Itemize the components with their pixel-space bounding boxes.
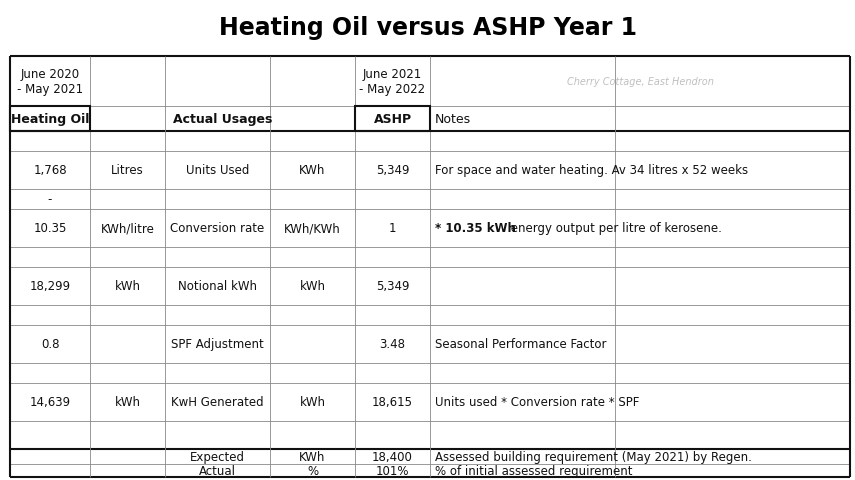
Text: Expected: Expected: [190, 450, 245, 463]
Text: * 10.35 kWh: * 10.35 kWh: [435, 222, 516, 235]
Text: kWh: kWh: [115, 396, 140, 408]
Text: For space and water heating. Av 34 litres x 52 weeks: For space and water heating. Av 34 litre…: [435, 164, 748, 177]
Text: Cherry Cottage, East Hendron: Cherry Cottage, East Hendron: [567, 77, 713, 87]
Text: Units used * Conversion rate * SPF: Units used * Conversion rate * SPF: [435, 396, 640, 408]
Text: KWh/litre: KWh/litre: [101, 222, 155, 235]
Text: Notes: Notes: [435, 113, 471, 126]
Bar: [10, 107, 90, 132]
Text: Notional kWh: Notional kWh: [178, 280, 257, 293]
Text: June 2020
- May 2021: June 2020 - May 2021: [17, 68, 83, 96]
Bar: [355, 107, 430, 132]
Text: 18,299: 18,299: [29, 280, 71, 293]
Text: 10.35: 10.35: [33, 222, 67, 235]
Text: 18,615: 18,615: [372, 396, 413, 408]
Text: 0.8: 0.8: [41, 338, 59, 351]
Text: KwH Generated: KwH Generated: [171, 396, 264, 408]
Text: %: %: [307, 464, 318, 477]
Text: 3.48: 3.48: [380, 338, 405, 351]
Text: ASHP: ASHP: [374, 113, 411, 126]
Text: 1: 1: [389, 222, 396, 235]
Text: June 2021
- May 2022: June 2021 - May 2022: [359, 68, 426, 96]
Text: SPF Adjustment: SPF Adjustment: [171, 338, 264, 351]
Text: Litres: Litres: [111, 164, 144, 177]
Text: kWh: kWh: [299, 396, 326, 408]
Text: Heating Oil versus ASHP Year 1: Heating Oil versus ASHP Year 1: [219, 16, 636, 40]
Text: 1,768: 1,768: [33, 164, 67, 177]
Text: % of initial assessed requirement: % of initial assessed requirement: [435, 464, 633, 477]
Text: KWh/KWh: KWh/KWh: [284, 222, 341, 235]
Text: 5,349: 5,349: [375, 164, 410, 177]
Text: 5,349: 5,349: [375, 280, 410, 293]
Text: 18,400: 18,400: [372, 450, 413, 463]
Text: -: -: [48, 193, 52, 206]
Text: KWh: KWh: [299, 164, 326, 177]
Text: Actual Usages: Actual Usages: [173, 113, 272, 126]
Text: Assessed building requirement (May 2021) by Regen.: Assessed building requirement (May 2021)…: [435, 450, 752, 463]
Text: 101%: 101%: [375, 464, 410, 477]
Text: Units Used: Units Used: [186, 164, 249, 177]
Text: Actual: Actual: [199, 464, 236, 477]
Text: energy output per litre of kerosene.: energy output per litre of kerosene.: [507, 222, 722, 235]
Text: Conversion rate: Conversion rate: [170, 222, 265, 235]
Text: kWh: kWh: [115, 280, 140, 293]
Text: KWh: KWh: [299, 450, 326, 463]
Text: kWh: kWh: [299, 280, 326, 293]
Text: Heating Oil: Heating Oil: [11, 113, 89, 126]
Text: 14,639: 14,639: [29, 396, 71, 408]
Text: Seasonal Performance Factor: Seasonal Performance Factor: [435, 338, 606, 351]
